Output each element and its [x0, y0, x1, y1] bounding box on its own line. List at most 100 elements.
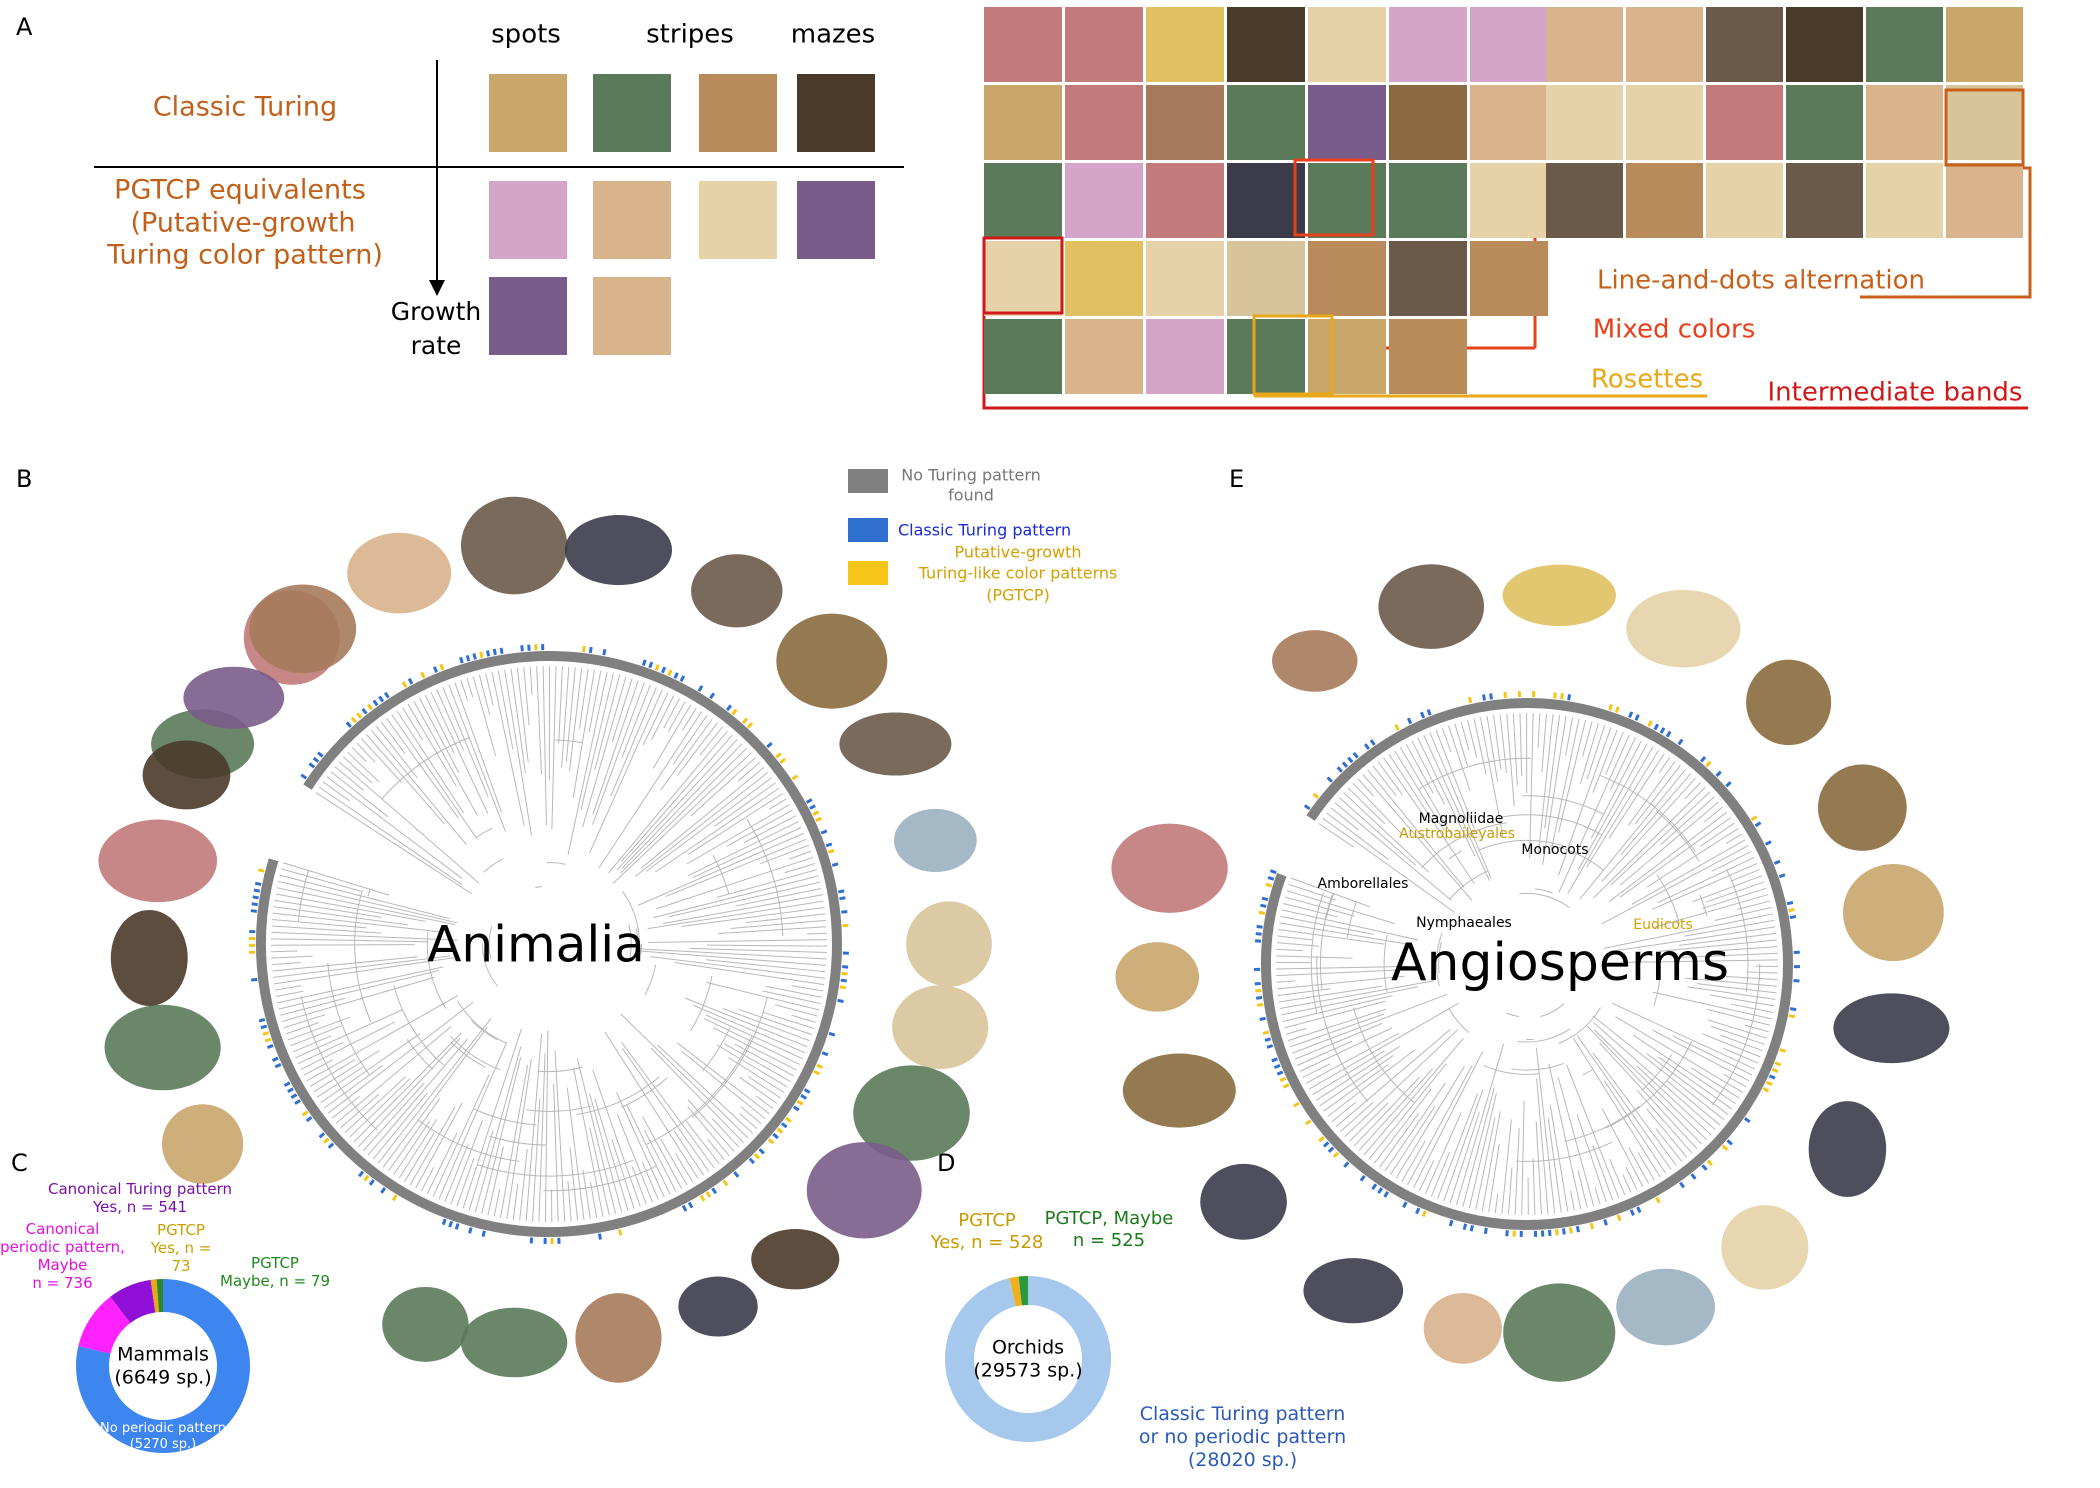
tree-branch	[1327, 1049, 1415, 1117]
pattern-tick	[380, 1187, 387, 1194]
tree-branch	[1424, 1112, 1462, 1194]
tree-branch	[1547, 1118, 1562, 1213]
tree-branch	[409, 1106, 456, 1186]
pattern-tick	[1636, 1206, 1642, 1214]
tree-branch	[1279, 922, 1411, 946]
pattern-tick	[1699, 756, 1707, 763]
tree-branch	[1455, 1043, 1505, 1206]
pattern-photo	[1227, 163, 1305, 238]
tree-branch	[1678, 932, 1777, 946]
pattern-photo	[797, 181, 875, 259]
pattern-tick	[1750, 815, 1758, 822]
organism-photo	[1378, 564, 1485, 649]
legend-text: No Turing pattern	[901, 466, 1041, 485]
category-label: Mixed colors	[1593, 315, 1756, 345]
donut-center-label: (29573 sp.)	[973, 1360, 1082, 1382]
tree-branch	[628, 924, 632, 960]
pattern-tick	[439, 663, 445, 671]
tree-branch	[1506, 713, 1515, 807]
pattern-photo	[1866, 85, 1943, 160]
pattern-photo	[1786, 85, 1863, 160]
tree-branch	[1535, 1047, 1556, 1214]
tree-branch	[655, 787, 780, 873]
tree-branch	[404, 1132, 435, 1182]
tree-branch	[381, 736, 471, 800]
row-label: (Putative-growth	[131, 208, 356, 239]
pattern-photo	[489, 181, 567, 259]
tree-branch	[1278, 928, 1385, 945]
pattern-tick	[1754, 821, 1762, 828]
pattern-tick	[1256, 1002, 1264, 1007]
tree-branch	[1586, 725, 1606, 780]
tree-branch	[1318, 823, 1355, 848]
pattern-tick	[731, 708, 738, 716]
pattern-tick	[697, 685, 704, 692]
pattern-tick	[251, 902, 258, 907]
tree-branch	[1294, 1022, 1383, 1060]
tree-branch	[493, 1189, 501, 1217]
pattern-photo	[1546, 7, 1623, 82]
tree-branch	[1684, 977, 1778, 987]
tree-branch	[1431, 1151, 1451, 1197]
tree-branch	[1290, 877, 1370, 908]
tree-branch	[1516, 1141, 1613, 1162]
tree-branch	[734, 1043, 794, 1077]
tree-branch	[739, 1076, 778, 1104]
pattern-tick	[815, 816, 822, 823]
slice-label: Classic Turing pattern or no periodic pa…	[1139, 1403, 1346, 1471]
row-label: Turing color pattern)	[106, 240, 383, 271]
tree-branch	[354, 890, 372, 1023]
tree-branch	[1326, 812, 1389, 860]
tree-branch	[316, 1066, 364, 1098]
pattern-tick	[420, 671, 426, 679]
tree-branch	[576, 1059, 617, 1215]
tree-branch	[418, 697, 460, 773]
tree-branch	[657, 1044, 753, 1134]
tree-branch	[1582, 1069, 1593, 1076]
tree-branch	[450, 1120, 483, 1205]
pattern-photo	[1308, 7, 1386, 82]
tree-branch	[1636, 1065, 1712, 1136]
tree-branch	[1521, 1100, 1525, 1215]
pattern-tick	[1269, 869, 1277, 875]
tree-branch	[1417, 737, 1476, 857]
pattern-tick	[1312, 792, 1320, 799]
tree-branch	[1542, 715, 1567, 865]
tree-branch	[621, 1041, 715, 1168]
tree-branch	[483, 857, 504, 873]
tree-branch	[380, 721, 406, 754]
tree-branch	[1652, 991, 1773, 1020]
pattern-tick	[468, 1227, 473, 1234]
pattern-photo	[984, 7, 1062, 82]
tree-branch	[706, 959, 826, 973]
donut-slice	[1018, 1275, 1028, 1306]
pattern-photo	[1470, 241, 1548, 316]
tree-branch	[763, 1011, 814, 1029]
pattern-tick	[699, 1194, 706, 1202]
tree-branch	[558, 666, 563, 744]
pattern-photo	[699, 74, 777, 152]
tree-branch	[375, 725, 418, 779]
tree-branch	[1699, 822, 1735, 847]
pattern-tick	[800, 1094, 807, 1100]
legend-text: Turing-like color patterns	[918, 564, 1118, 583]
organism-photo	[893, 808, 977, 873]
tree-branch	[1282, 995, 1393, 1022]
pattern-tick	[327, 1142, 335, 1149]
tree-branch	[510, 668, 526, 774]
tree-branch	[672, 715, 708, 765]
pattern-photo	[1065, 319, 1143, 394]
tree-branch	[716, 869, 818, 898]
pattern-tick	[767, 1138, 775, 1145]
organism-photo	[1746, 659, 1832, 746]
tree-branch	[1325, 893, 1334, 918]
pattern-tick	[805, 798, 813, 804]
pattern-tick	[391, 1194, 398, 1202]
tree-branch	[1549, 1104, 1569, 1212]
tree-branch	[275, 990, 304, 998]
pattern-tick	[828, 1031, 836, 1037]
tree-branch	[1285, 1028, 1307, 1035]
